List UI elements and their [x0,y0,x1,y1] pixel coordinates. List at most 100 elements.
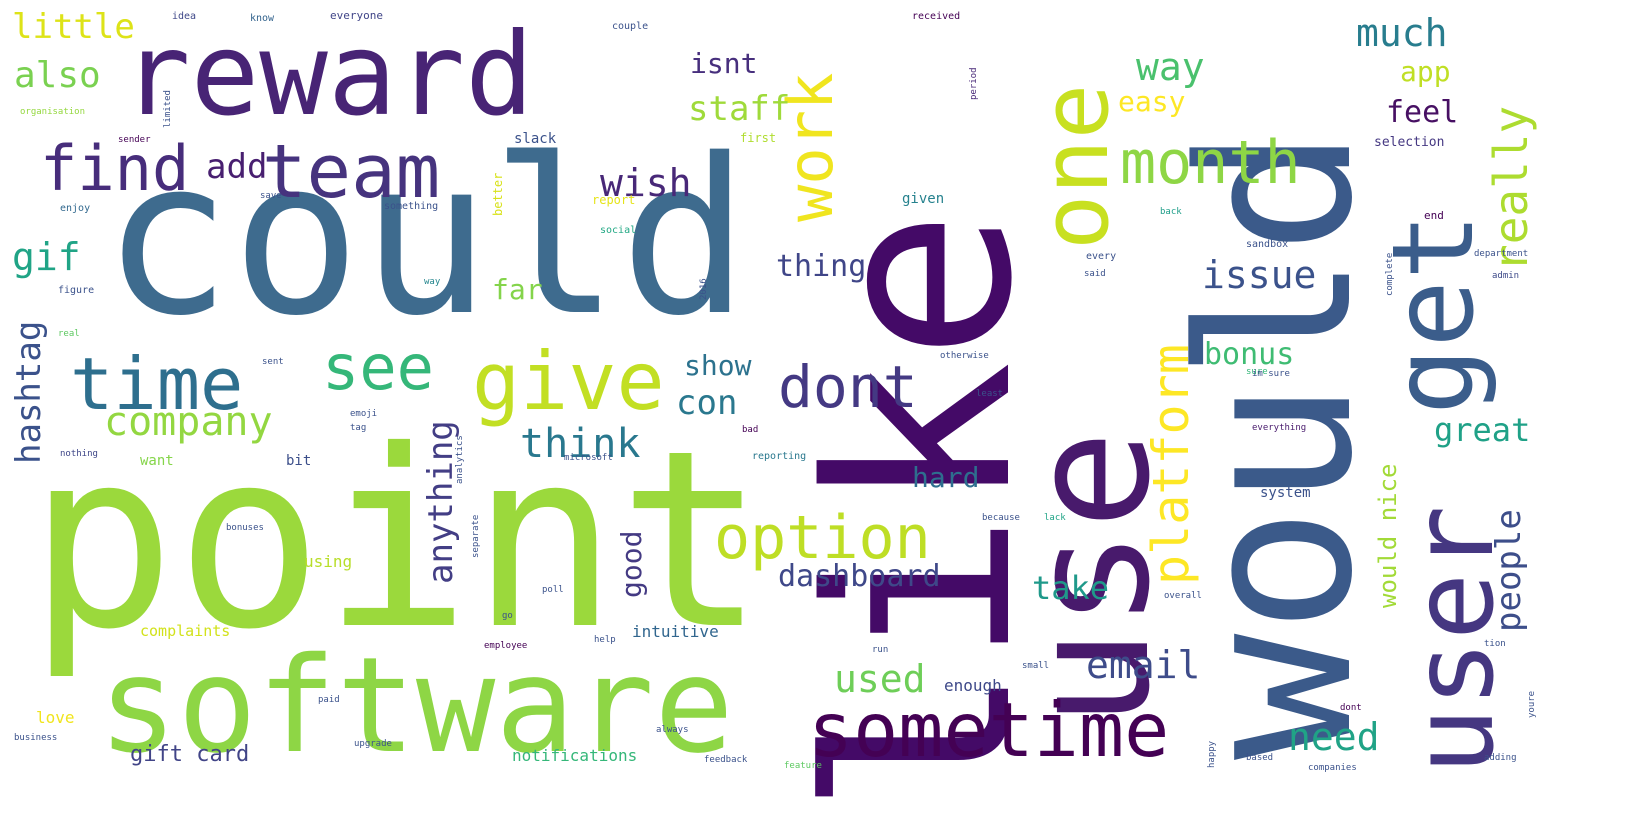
word: show [684,349,752,382]
word: team [262,129,441,215]
word: company [104,399,273,445]
word: one [1022,83,1129,250]
word: notifications [512,746,638,765]
word: staff [688,89,791,129]
word: email [1086,643,1201,687]
word: because [982,513,1020,523]
word: sure [1246,367,1268,377]
word: isnt [690,47,758,80]
word: point [28,398,766,683]
word: using [304,552,353,571]
word: platform [1142,344,1200,585]
word: way [1136,45,1205,89]
word: complete [1385,252,1395,296]
word: gift card [130,742,250,767]
word: month [1120,128,1301,198]
word: admin [1492,271,1520,281]
word: back [1160,207,1182,217]
word: con [676,383,738,423]
word: issue [1202,253,1317,297]
word: far [492,273,543,306]
word: good [615,530,648,598]
word: save [260,191,282,201]
word: adding [1484,753,1517,763]
word: reporting [752,451,807,462]
word: sender [118,135,151,145]
word: selection [1374,135,1445,150]
word: used [834,657,926,701]
word: see [322,331,434,404]
word: otherwise [940,351,989,361]
word: slack [514,131,557,147]
word: report [592,193,636,207]
word: bonus [1204,337,1295,372]
word: dont [778,353,918,421]
word: paid [318,695,340,705]
word: go [502,611,513,621]
word: system [1260,485,1311,501]
word: separate [471,514,481,558]
word: dashboard [778,559,941,594]
word: complaints [140,622,231,640]
word: always [656,725,689,735]
word: organisation [20,107,86,117]
word: take [1032,569,1110,607]
word: sandbox [1246,239,1289,250]
word: social [600,225,637,236]
word: would nice [1374,463,1402,609]
word: least [976,389,1004,399]
word: little [12,7,135,47]
word: enough [944,676,1002,695]
word: lack [1044,513,1066,523]
word: overall [1164,591,1202,601]
word: time [70,342,244,426]
word: people [1489,509,1529,632]
word: nothing [60,449,98,459]
word: intuitive [632,622,719,641]
word: give [472,335,665,428]
word: know [250,13,275,24]
word: gif [12,235,81,279]
word: enjoy [60,203,91,214]
word: microsoft [564,453,613,463]
word: something [384,201,439,212]
word: really [1484,105,1538,272]
word: first [740,131,777,145]
word: everyone [330,9,383,22]
word: way [424,277,441,287]
word: companies [1308,763,1357,773]
word: better [491,172,505,216]
word: sent [262,357,284,367]
word: find [40,132,190,205]
word: idea [172,11,197,22]
word: thing [776,249,867,284]
word: youre [1527,690,1537,718]
word: great [1434,411,1531,449]
word: run [872,645,889,655]
word: help [594,635,616,645]
word: feel [1386,95,1459,130]
word: given [902,191,945,207]
word: hard [912,461,980,494]
word: option [714,503,931,573]
word: get [1369,212,1499,415]
word: tag [350,423,367,433]
word: period [969,67,979,100]
word: said [1084,269,1106,279]
word: want [140,453,174,469]
word: bonuses [226,523,264,533]
word: received [912,11,961,22]
word: every [1086,251,1117,262]
word: poll [542,585,564,595]
word: love [36,708,75,727]
word: bit [286,453,312,469]
word: feedback [704,755,748,765]
word: reward [122,8,534,141]
word: would [1154,127,1399,760]
word: happy [1207,740,1217,768]
word: bad [742,425,759,435]
word: much [1356,11,1448,55]
word: could [102,112,750,363]
word: based [1246,753,1274,763]
word: emoji [350,409,378,419]
